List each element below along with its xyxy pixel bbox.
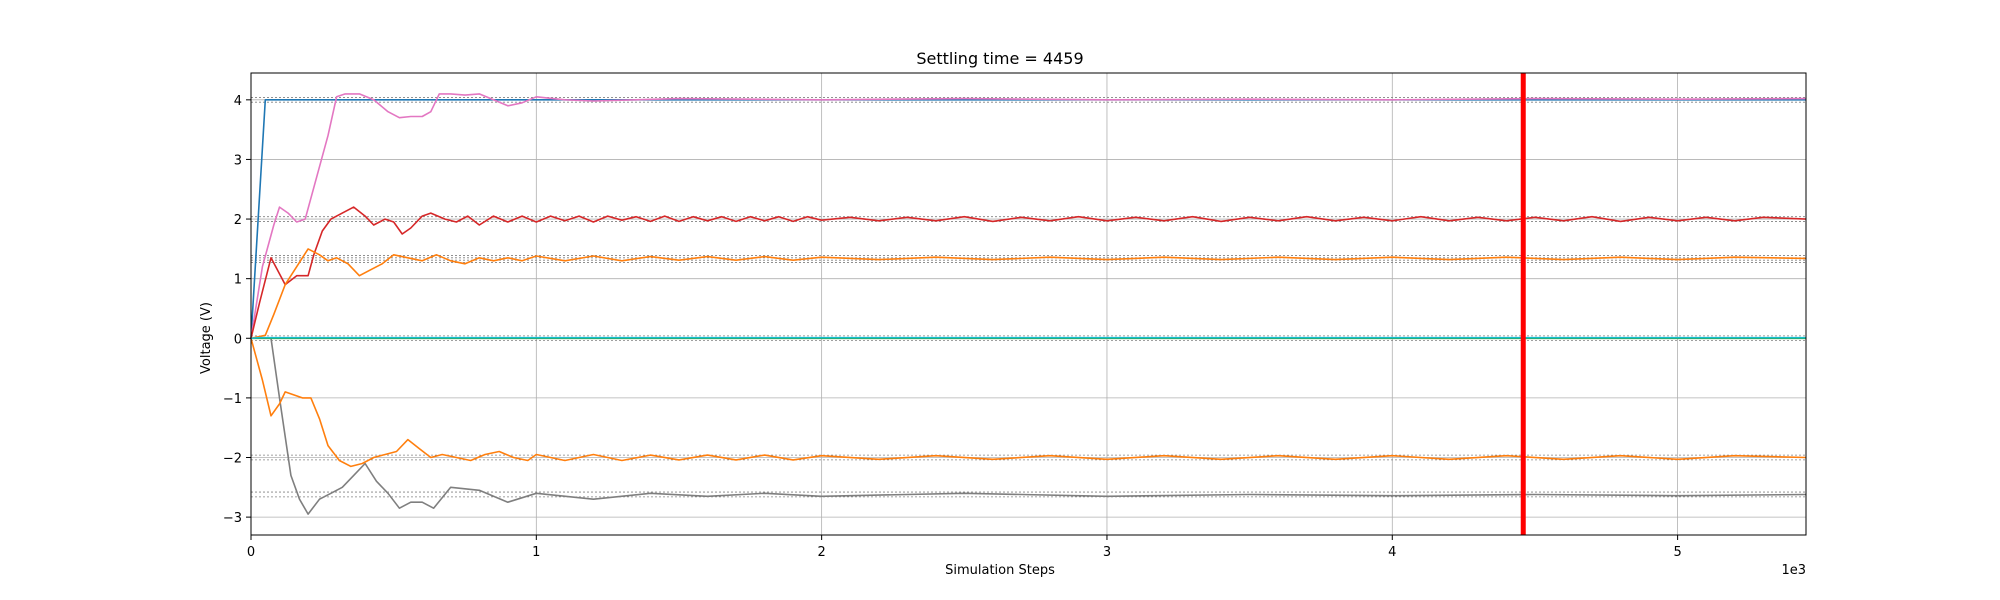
x-tick-label: 2 — [818, 545, 826, 560]
y-tick-label: 4 — [234, 94, 242, 109]
series-line-4 — [250, 248, 1807, 340]
y-tick-label: 1 — [234, 273, 242, 288]
x-axis-offset-label: 1e3 — [1781, 563, 1806, 578]
x-tick-label: 4 — [1388, 545, 1396, 560]
y-tick-label: −3 — [223, 511, 242, 526]
tick-layer: 0 1 2 3 4 5 −3 −2 −1 0 1 2 3 4 — [223, 94, 1682, 560]
series-layer — [250, 93, 1807, 515]
reference-levels — [251, 97, 1806, 498]
chart-title: Settling time = 4459 — [916, 49, 1083, 68]
series-line-8 — [250, 336, 1806, 340]
x-tick-label: 0 — [247, 545, 255, 560]
y-tick-label: −1 — [223, 392, 242, 407]
plot-frame — [250, 72, 1807, 536]
y-tick-label: 0 — [234, 332, 242, 347]
series-line-2 — [250, 93, 1807, 339]
y-tick-label: −2 — [223, 452, 242, 467]
x-axis-label: Simulation Steps — [945, 563, 1055, 578]
series-line-3 — [250, 206, 1807, 339]
y-tick-label: 3 — [234, 153, 242, 168]
series-line-5 — [270, 338, 1807, 515]
y-tick-label: 2 — [234, 213, 242, 228]
y-axis-label: Voltage (V) — [199, 302, 214, 374]
x-tick-label: 5 — [1673, 545, 1681, 560]
x-tick-label: 3 — [1103, 545, 1111, 560]
x-tick-label: 1 — [532, 545, 540, 560]
series-line-6 — [250, 338, 1807, 468]
